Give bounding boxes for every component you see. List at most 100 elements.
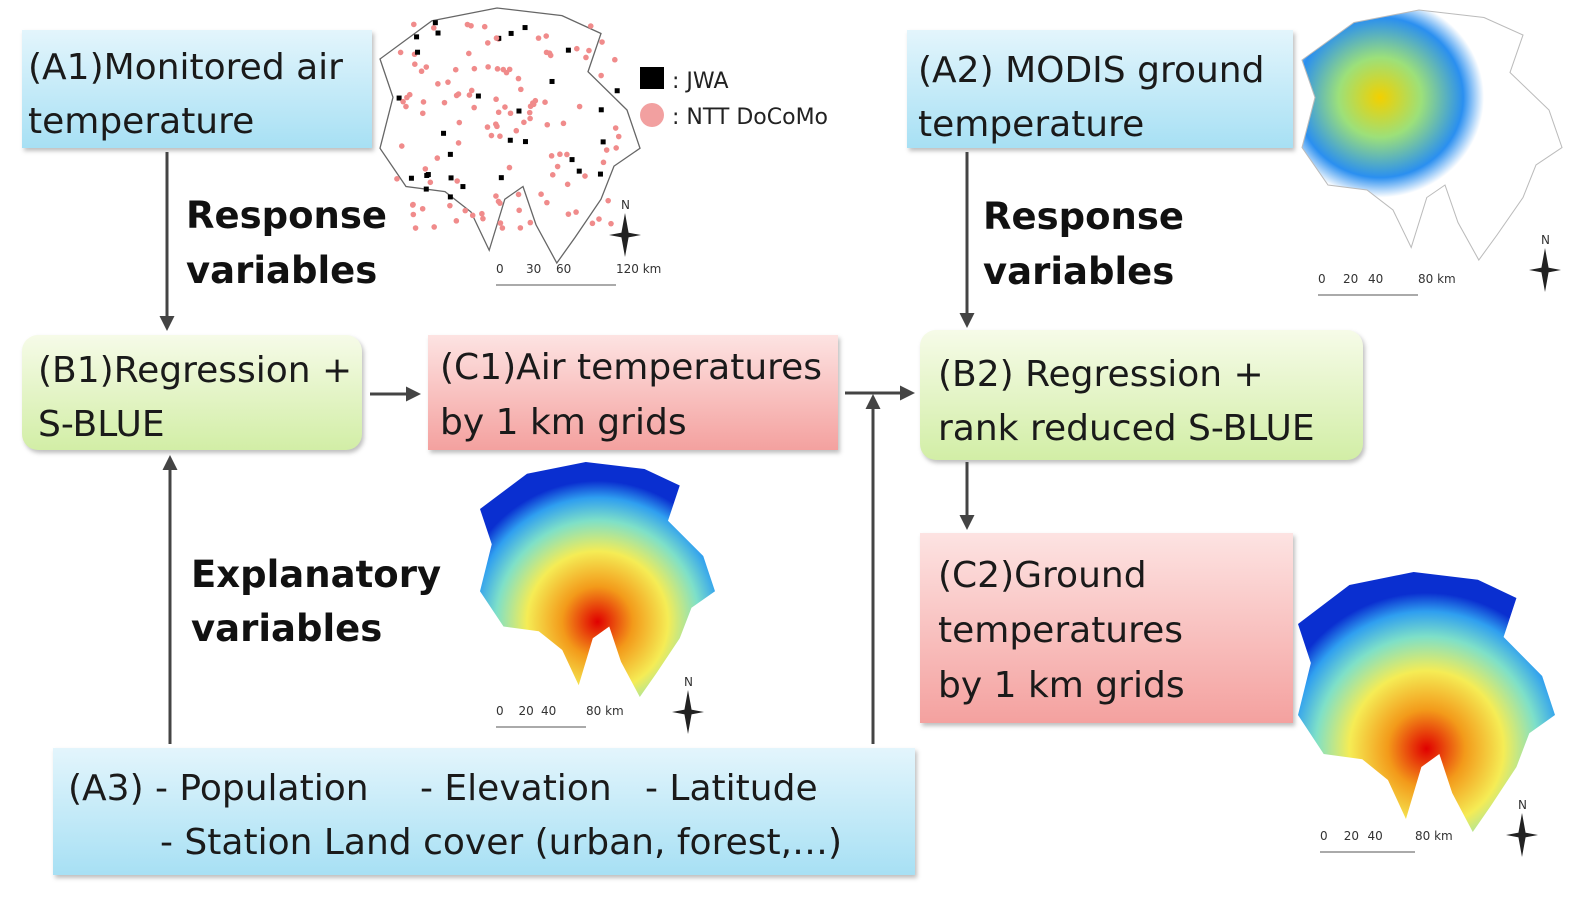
station-dot — [448, 175, 454, 181]
station-dot — [564, 181, 571, 188]
station-dot — [521, 119, 527, 126]
station-dot — [574, 45, 580, 52]
node-box — [22, 30, 372, 148]
scale-label: 80 km — [586, 704, 624, 718]
station-dot — [603, 147, 610, 153]
scale-label: 0 — [1320, 829, 1328, 843]
node-text: (A3) — [68, 768, 144, 809]
station-dot — [409, 202, 416, 208]
station-dot — [398, 143, 405, 149]
station-dot — [495, 109, 502, 116]
scale-label: 0 — [496, 262, 504, 276]
node-text: temperature — [918, 104, 1144, 145]
station-dot — [455, 140, 462, 146]
station-dot — [498, 175, 504, 181]
station-dot — [599, 39, 605, 45]
station-dot — [422, 166, 429, 172]
station-dot — [419, 205, 426, 212]
station-dot — [479, 210, 485, 217]
scale-label: 30 — [526, 262, 541, 276]
node-text: rank reduced S-BLUE — [938, 408, 1315, 449]
station-dot — [441, 130, 447, 136]
scale-label: 0 — [496, 704, 504, 718]
station-dot — [565, 211, 572, 217]
station-dot — [425, 172, 431, 178]
station-dot — [587, 23, 594, 29]
station-dot — [586, 47, 592, 54]
station-dot — [543, 33, 550, 39]
ground-temp-map — [1298, 572, 1555, 832]
station-dot — [532, 97, 539, 104]
station-dot — [493, 35, 500, 41]
station-dot — [507, 110, 514, 117]
station-dot — [455, 91, 462, 97]
station-dot — [493, 193, 499, 199]
station-dot — [589, 220, 596, 227]
station-dot — [481, 23, 488, 30]
north-arrow — [1529, 248, 1561, 292]
station-dot — [485, 64, 491, 70]
station-dot — [397, 49, 404, 56]
station-dot — [456, 119, 463, 126]
station-dot — [547, 52, 554, 59]
scale-label: 40 — [1368, 829, 1383, 843]
station-dot — [614, 88, 620, 94]
station-dot — [497, 133, 503, 140]
station-dot — [613, 145, 619, 151]
station-map — [378, 6, 642, 265]
north-arrow — [609, 213, 641, 257]
station-dot — [466, 50, 472, 57]
station-dot — [576, 168, 582, 174]
station-dot — [419, 110, 426, 117]
node-text: (B1)Regression + — [38, 350, 352, 391]
node-box — [428, 335, 838, 450]
station-dot — [447, 194, 453, 200]
node-text: (B2) Regression + — [938, 354, 1264, 395]
station-dot — [412, 225, 419, 231]
legend-swatch — [640, 67, 664, 89]
station-dot — [608, 220, 614, 227]
station-dot — [522, 139, 528, 145]
station-dot — [471, 104, 477, 111]
node-text: S-BLUE — [38, 404, 165, 445]
station-dot — [499, 225, 506, 231]
station-dot — [430, 25, 437, 31]
station-dot — [569, 157, 575, 163]
station-dot — [462, 207, 469, 214]
north-arrow — [1506, 813, 1538, 857]
scale-label: 20 — [519, 704, 534, 718]
station-dot — [469, 212, 476, 219]
station-dot — [447, 202, 453, 209]
station-dot — [466, 92, 473, 98]
station-dot — [435, 81, 441, 87]
station-dot — [454, 178, 460, 184]
station-dot — [445, 79, 451, 85]
station-dot — [447, 151, 453, 157]
station-dot — [488, 132, 495, 139]
station-dot — [538, 191, 544, 197]
station-dot — [415, 49, 421, 55]
station-dot — [549, 172, 556, 178]
station-dot — [506, 164, 513, 171]
legend-label: : NTT DoCoMo — [672, 105, 828, 130]
node-text: - Population — [155, 768, 369, 809]
station-dot — [582, 173, 588, 179]
station-dot — [435, 30, 441, 36]
station-dot — [518, 86, 524, 93]
station-dot — [554, 163, 561, 170]
station-dot — [600, 139, 606, 145]
legend-swatch — [640, 103, 664, 127]
station-dot — [475, 93, 481, 99]
station-dot — [596, 216, 602, 222]
station-dot — [400, 98, 406, 105]
scale-label: 80 km — [1415, 829, 1453, 843]
scale-label: 20 — [1343, 272, 1358, 286]
station-dot — [497, 220, 504, 226]
station-dot — [434, 155, 441, 161]
edge-label: variables — [186, 249, 377, 292]
scale-label: 60 — [556, 262, 571, 276]
station-dot — [452, 66, 459, 73]
north-arrow — [672, 690, 704, 734]
station-dot — [516, 108, 522, 114]
station-dot — [615, 133, 622, 140]
